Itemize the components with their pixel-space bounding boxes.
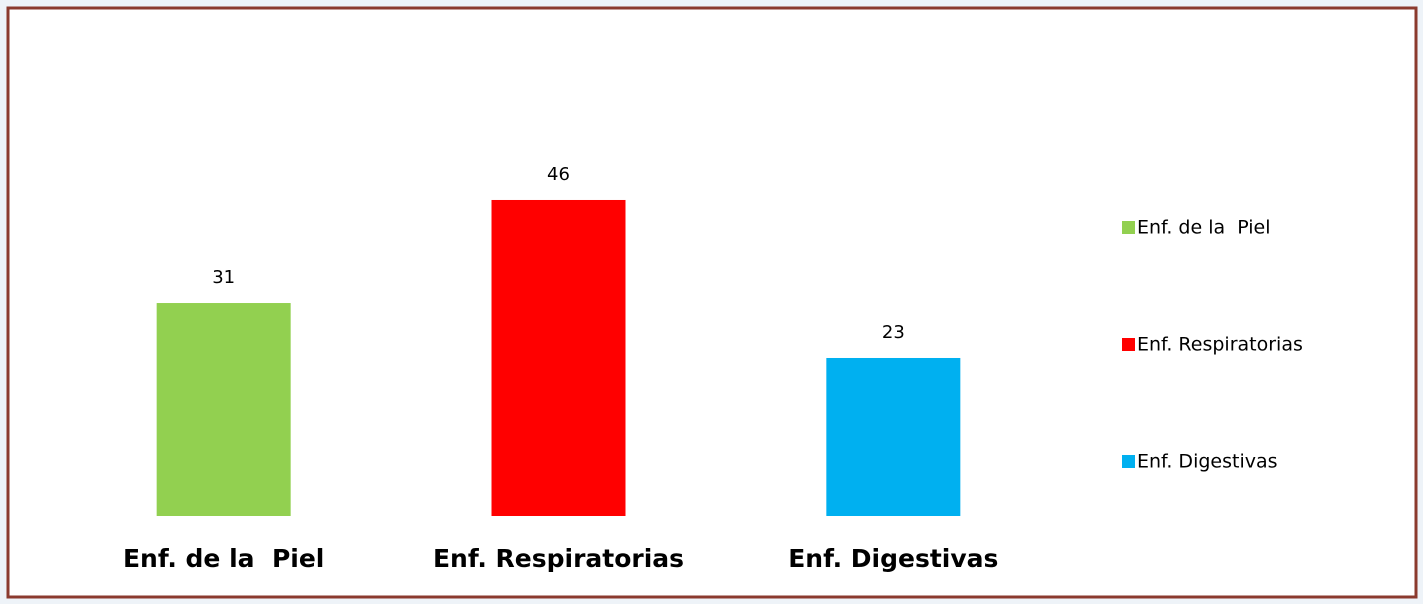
legend-swatch <box>1122 338 1135 351</box>
legend-swatch <box>1122 221 1135 234</box>
value-label: 46 <box>547 164 570 185</box>
legend-label: Enf. Respiratorias <box>1137 334 1303 356</box>
bar <box>156 303 291 516</box>
value-label: 23 <box>882 322 905 343</box>
x-tick-label: Enf. Digestivas <box>788 544 998 573</box>
x-tick-label: Enf. Respiratorias <box>433 544 684 573</box>
legend-swatch <box>1122 455 1135 468</box>
x-tick-label: Enf. de la Piel <box>123 544 324 573</box>
legend-label: Enf. de la Piel <box>1137 217 1271 239</box>
value-label: 31 <box>212 267 235 288</box>
legend-label: Enf. Digestivas <box>1137 451 1278 473</box>
bar <box>491 199 626 517</box>
bar <box>826 357 961 516</box>
